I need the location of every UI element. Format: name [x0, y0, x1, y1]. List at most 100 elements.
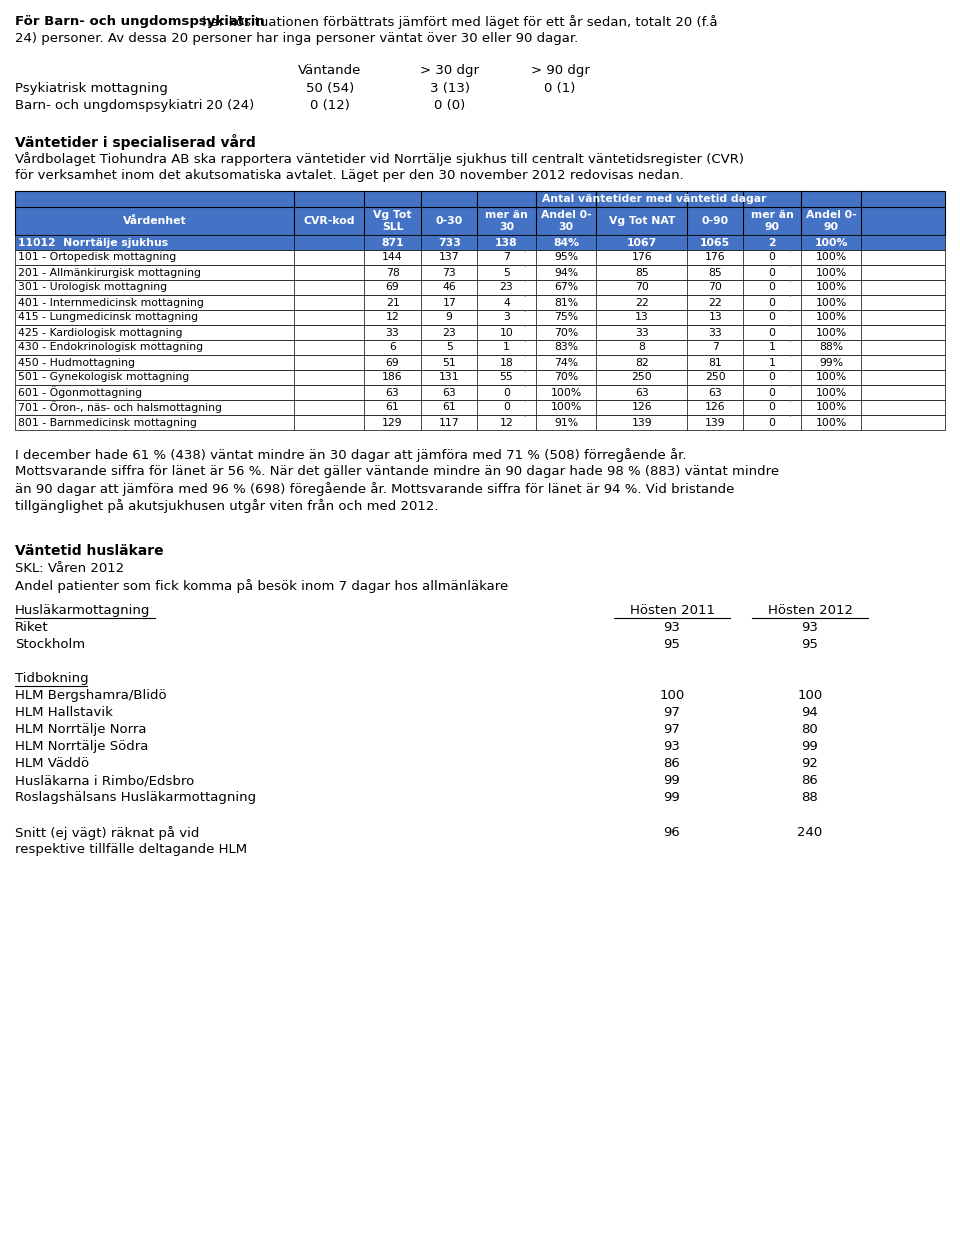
Text: 7: 7 [712, 343, 719, 353]
Text: 186: 186 [382, 373, 403, 383]
Text: 6: 6 [389, 343, 396, 353]
Text: Hösten 2011: Hösten 2011 [630, 604, 714, 617]
Text: 81%: 81% [554, 298, 578, 308]
Text: HLM Väddö: HLM Väddö [15, 757, 89, 771]
Text: I december hade 61 % (438) väntat mindre än 30 dagar att jämföra med 71 % (508) : I december hade 61 % (438) väntat mindre… [15, 448, 686, 462]
Text: Vg Tot
SLL: Vg Tot SLL [373, 210, 412, 231]
Text: ’: ’ [789, 310, 791, 319]
Text: ’: ’ [789, 370, 791, 379]
Text: 8: 8 [638, 343, 645, 353]
Text: 13: 13 [708, 313, 722, 323]
Text: 93: 93 [663, 620, 681, 634]
Bar [15, 385, 945, 400]
Text: 100%: 100% [814, 238, 848, 248]
Text: 11012  Norrtälje sjukhus: 11012 Norrtälje sjukhus [18, 238, 168, 248]
Text: 0 (12): 0 (12) [310, 99, 350, 113]
Bar [15, 191, 945, 206]
Text: 33: 33 [708, 328, 722, 338]
Text: 0-90: 0-90 [702, 216, 729, 226]
Text: 100%: 100% [815, 373, 847, 383]
Text: Andel 0-
30: Andel 0- 30 [540, 210, 591, 231]
Text: 501 - Gynekologisk mottagning: 501 - Gynekologisk mottagning [18, 373, 189, 383]
Text: ’: ’ [523, 280, 526, 289]
Text: Andel 0-
90: Andel 0- 90 [805, 210, 856, 231]
Text: Andel patienter som fick komma på besök inom 7 dagar hos allmänläkare: Andel patienter som fick komma på besök … [15, 579, 508, 593]
Text: ’: ’ [789, 385, 791, 394]
Text: 201 - Allmänkirurgisk mottagning: 201 - Allmänkirurgisk mottagning [18, 268, 201, 278]
Text: 0: 0 [503, 403, 510, 413]
Bar [15, 206, 945, 235]
Text: ’: ’ [523, 415, 526, 424]
Text: 95: 95 [663, 638, 681, 651]
Text: 10: 10 [499, 328, 514, 338]
Text: 144: 144 [382, 253, 403, 263]
Text: ’: ’ [789, 355, 791, 364]
Text: 95%: 95% [554, 253, 578, 263]
Text: 0: 0 [769, 268, 776, 278]
Text: 21: 21 [386, 298, 399, 308]
Text: ’: ’ [789, 400, 791, 409]
Bar [15, 250, 945, 265]
Text: respektive tillfälle deltagande HLM: respektive tillfälle deltagande HLM [15, 843, 247, 856]
Text: 0: 0 [769, 253, 776, 263]
Text: 81: 81 [708, 358, 722, 368]
Text: 22: 22 [635, 298, 649, 308]
Text: 99: 99 [802, 741, 818, 753]
Text: 100: 100 [660, 689, 684, 702]
Text: HLM Norrtälje Södra: HLM Norrtälje Södra [15, 741, 149, 753]
Text: 70%: 70% [554, 373, 578, 383]
Text: SKL: Våren 2012: SKL: Våren 2012 [15, 562, 124, 575]
Text: 0: 0 [769, 388, 776, 398]
Text: Antal väntetider med väntetid dagar: Antal väntetider med väntetid dagar [542, 194, 767, 204]
Text: 100%: 100% [550, 388, 582, 398]
Text: 0: 0 [769, 328, 776, 338]
Text: 82: 82 [635, 358, 649, 368]
Text: 450 - Hudmottagning: 450 - Hudmottagning [18, 358, 135, 368]
Text: Barn- och ungdomspsykiatri: Barn- och ungdomspsykiatri [15, 99, 203, 113]
Text: 83%: 83% [554, 343, 578, 353]
Text: 88%: 88% [819, 343, 843, 353]
Text: ’: ’ [523, 355, 526, 364]
Text: 0: 0 [769, 418, 776, 428]
Text: 73: 73 [443, 268, 456, 278]
Text: 51: 51 [443, 358, 456, 368]
Text: 100%: 100% [815, 313, 847, 323]
Text: ’: ’ [523, 400, 526, 409]
Text: ’: ’ [789, 415, 791, 424]
Text: 80: 80 [802, 723, 818, 736]
Text: 415 - Lungmedicinsk mottagning: 415 - Lungmedicinsk mottagning [18, 313, 198, 323]
Text: 250: 250 [705, 373, 726, 383]
Text: 1: 1 [769, 343, 776, 353]
Text: 63: 63 [386, 388, 399, 398]
Text: HLM Norrtälje Norra: HLM Norrtälje Norra [15, 723, 147, 736]
Bar [15, 235, 945, 250]
Text: ’: ’ [523, 340, 526, 349]
Text: 131: 131 [439, 373, 460, 383]
Text: 1: 1 [769, 358, 776, 368]
Text: 100%: 100% [815, 388, 847, 398]
Text: Vårdenhet: Vårdenhet [123, 216, 186, 226]
Text: ’: ’ [789, 250, 791, 259]
Text: Snitt (ej vägt) räknat på vid: Snitt (ej vägt) räknat på vid [15, 826, 200, 839]
Text: 91%: 91% [554, 418, 578, 428]
Text: Riket: Riket [15, 620, 49, 634]
Text: 0: 0 [503, 388, 510, 398]
Bar [15, 370, 945, 385]
Text: för verksamhet inom det akutsomatiska avtalet. Läget per den 30 november 2012 re: för verksamhet inom det akutsomatiska av… [15, 169, 684, 181]
Text: 129: 129 [382, 418, 403, 428]
Text: 100%: 100% [815, 418, 847, 428]
Text: 18: 18 [499, 358, 514, 368]
Text: ’: ’ [523, 295, 526, 304]
Text: 63: 63 [635, 388, 649, 398]
Text: Väntande: Väntande [299, 64, 362, 78]
Text: Väntetider i specialiserad vård: Väntetider i specialiserad vård [15, 134, 255, 150]
Text: 601 - Ögonmottagning: 601 - Ögonmottagning [18, 387, 142, 399]
Text: 138: 138 [495, 238, 517, 248]
Text: ’: ’ [789, 295, 791, 304]
Text: 61: 61 [386, 403, 399, 413]
Text: 117: 117 [439, 418, 460, 428]
Bar [15, 310, 945, 325]
Text: 94: 94 [802, 706, 818, 719]
Text: 69: 69 [386, 358, 399, 368]
Text: ’: ’ [523, 325, 526, 334]
